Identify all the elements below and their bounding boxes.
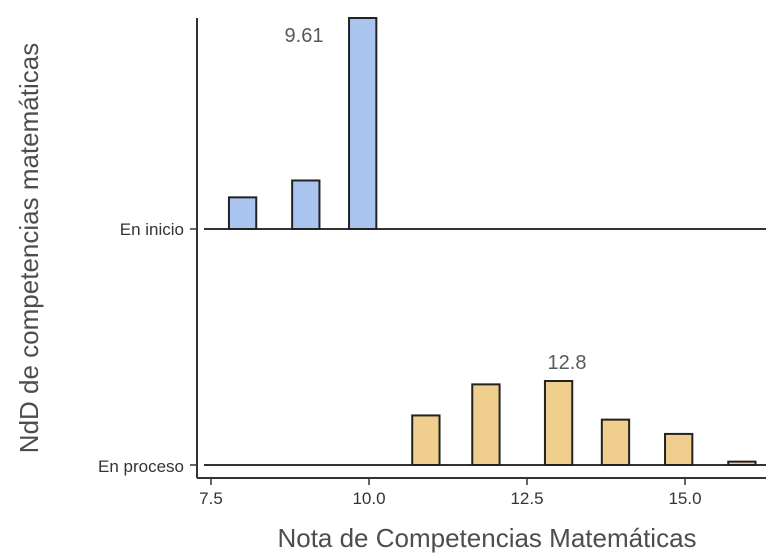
x-axis-ticks: 7.5 10.0 12.5 15.0 — [199, 478, 702, 508]
bar-en-proceso-1 — [471, 383, 501, 466]
bar-en-inicio-1 — [291, 179, 321, 230]
y-tick-label-en-inicio: En inicio — [120, 220, 184, 239]
annotation-en-proceso: 12.8 — [548, 352, 587, 374]
bar-en-proceso-4 — [664, 432, 694, 467]
y-axis-title: NdD de competencias matemáticas — [14, 43, 44, 453]
x-tick-label-2: 12.5 — [510, 489, 543, 508]
bar-en-inicio-0 — [227, 196, 258, 231]
y-tick-label-en-proceso: En proceso — [98, 457, 184, 476]
bar-en-proceso-5 — [727, 460, 757, 467]
y-axis-ticks: En inicio En proceso — [98, 220, 197, 476]
x-tick-label-0: 7.5 — [199, 489, 223, 508]
x-tick-label-3: 15.0 — [668, 489, 701, 508]
bar-en-proceso-0 — [411, 414, 441, 467]
bar-en-proceso-2 — [543, 380, 574, 466]
x-axis-title: Nota de Competencias Matemáticas — [277, 523, 696, 553]
bar-en-proceso-3 — [600, 418, 631, 467]
group-en-inicio: 9.61 — [204, 17, 766, 231]
bar-en-inicio-2 — [348, 17, 378, 230]
x-tick-label-1: 10.0 — [352, 489, 385, 508]
annotation-en-inicio: 9.61 — [285, 25, 324, 47]
group-en-proceso: 12.8 — [204, 352, 766, 467]
